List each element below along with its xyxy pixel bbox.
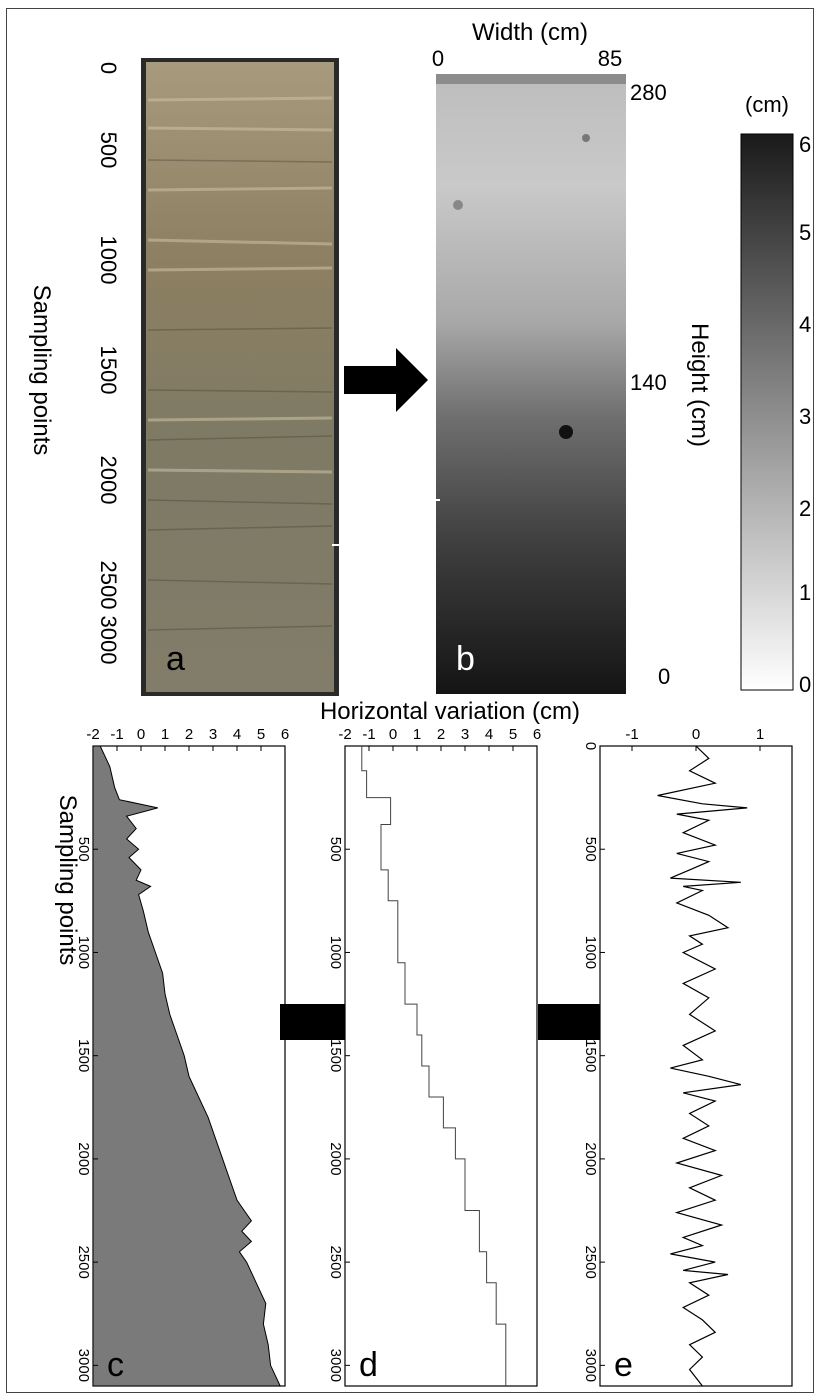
top-ytick: 500 xyxy=(96,132,121,169)
x-tick-label: 4 xyxy=(233,726,241,743)
panel-b-width-label: Width (cm) xyxy=(472,19,588,46)
panel-b-width-tick: 85 xyxy=(598,46,622,71)
panel-b-height-label: Height (cm) xyxy=(686,323,713,447)
panel-d: -2 -1 0 1 2 3 4 5 6 500 1000 1500 2000 2500 3000 d xyxy=(327,726,541,1387)
bottom-ylabel: Sampling points xyxy=(54,795,81,966)
x-tick-label: 3 xyxy=(209,726,217,743)
y-tick-label: 1000 xyxy=(327,936,344,969)
colorbar-tick: 3 xyxy=(799,404,811,429)
bottom-xlabel: Horizontal variation (cm) xyxy=(320,698,580,725)
x-tick-label: 1 xyxy=(756,726,764,743)
panel-b-height-tick: 0 xyxy=(658,664,670,689)
x-tick-label: 3 xyxy=(461,726,469,743)
y-tick-label: 500 xyxy=(327,837,344,862)
panel-d-yticks: 500 1000 1500 2000 2500 3000 xyxy=(327,837,350,1382)
y-tick-label: 3000 xyxy=(327,1349,344,1382)
panel-b-height-tick: 280 xyxy=(630,80,667,105)
colorbar-unit: (cm) xyxy=(745,92,789,117)
panel-e-yticks: 0 500 1000 1500 2000 2500 3000 xyxy=(582,742,605,1382)
colorbar-tick: 6 xyxy=(799,132,811,157)
y-tick-label: 1500 xyxy=(75,1039,92,1072)
top-ytick: 0 xyxy=(96,62,121,74)
y-tick-label: 1000 xyxy=(582,936,599,969)
y-tick-label: 2000 xyxy=(75,1142,92,1175)
colorbar-tick: 0 xyxy=(799,672,811,697)
panel-c: -2 -1 0 1 2 3 4 5 6 500 1000 1500 2000 2500 3000 c xyxy=(75,726,289,1387)
panel-d-letter: d xyxy=(359,1346,378,1384)
y-tick-label: 2500 xyxy=(327,1245,344,1278)
y-tick-label: 3000 xyxy=(75,1349,92,1382)
y-tick-label: 2000 xyxy=(582,1142,599,1175)
x-tick-label: 6 xyxy=(281,726,289,743)
panel-b-letter: b xyxy=(456,640,475,678)
colorbar-tick: 2 xyxy=(799,496,811,521)
x-tick-label: -2 xyxy=(338,726,351,743)
panel-d-line xyxy=(361,746,507,1386)
top-ylabel: Sampling points xyxy=(28,285,55,456)
x-tick-label: 0 xyxy=(692,726,700,743)
y-tick-label: 1000 xyxy=(75,936,92,969)
panel-c-letter: c xyxy=(107,1346,124,1384)
x-tick-label: -1 xyxy=(362,726,375,743)
x-tick-label: 1 xyxy=(413,726,421,743)
y-tick-label: 500 xyxy=(75,837,92,862)
x-tick-label: 5 xyxy=(509,726,517,743)
top-ytick: 2000 xyxy=(96,456,121,505)
top-ytick: 3000 xyxy=(96,616,121,665)
panel-b-width-tick: 0 xyxy=(432,46,444,71)
panel-b-heightmap xyxy=(332,74,626,694)
colorbar-ticks: 6 5 4 3 2 1 0 xyxy=(799,132,811,697)
x-tick-label: 2 xyxy=(185,726,193,743)
panel-e-xticks: -1 0 1 xyxy=(625,726,764,751)
colorbar-tick: 5 xyxy=(799,220,811,245)
arrow-icon xyxy=(344,348,428,412)
y-tick-label: 1500 xyxy=(327,1039,344,1072)
colorbar-tick: 4 xyxy=(799,312,811,337)
x-tick-label: 0 xyxy=(137,726,145,743)
x-tick-label: 5 xyxy=(257,726,265,743)
top-ytick: 1000 xyxy=(96,236,121,285)
x-tick-label: 6 xyxy=(533,726,541,743)
panel-a-letter: a xyxy=(166,640,185,678)
panel-c-yticks: 500 1000 1500 2000 2500 3000 xyxy=(75,837,98,1382)
panel-e: -1 0 1 0 500 1000 1500 2000 2500 3000 e xyxy=(582,726,793,1387)
colorbar-tick: 1 xyxy=(799,580,811,605)
top-ytick: 2500 xyxy=(96,561,121,610)
y-tick-label: 1500 xyxy=(582,1039,599,1072)
top-ytick: 1500 xyxy=(96,346,121,395)
panel-e-letter: e xyxy=(614,1346,633,1384)
x-tick-label: -1 xyxy=(625,726,638,743)
colorbar xyxy=(740,133,794,691)
y-tick-label: 2500 xyxy=(582,1245,599,1278)
y-tick-label: 500 xyxy=(582,837,599,862)
y-tick-label: 3000 xyxy=(582,1349,599,1382)
x-tick-label: 4 xyxy=(485,726,493,743)
x-tick-label: 2 xyxy=(437,726,445,743)
figure-frame xyxy=(6,8,814,1393)
x-tick-label: 0 xyxy=(389,726,397,743)
panel-a-photo xyxy=(141,58,339,696)
panel-e-line xyxy=(657,745,748,1387)
top-yticks: 0 500 1000 1500 2000 2500 3000 xyxy=(96,62,121,665)
x-tick-label: -1 xyxy=(110,726,123,743)
panel-c-xticks: -2 -1 0 1 2 3 4 5 6 xyxy=(86,726,289,751)
y-tick-label: 2500 xyxy=(75,1245,92,1278)
panel-b-height-tick: 140 xyxy=(630,370,667,395)
x-tick-label: 1 xyxy=(161,726,169,743)
x-tick-label: -2 xyxy=(86,726,99,743)
panel-d-xticks: -2 -1 0 1 2 3 4 5 6 xyxy=(338,726,541,751)
panel-c-area xyxy=(92,745,281,1387)
y-tick-label: 0 xyxy=(582,742,599,750)
y-tick-label: 2000 xyxy=(327,1142,344,1175)
